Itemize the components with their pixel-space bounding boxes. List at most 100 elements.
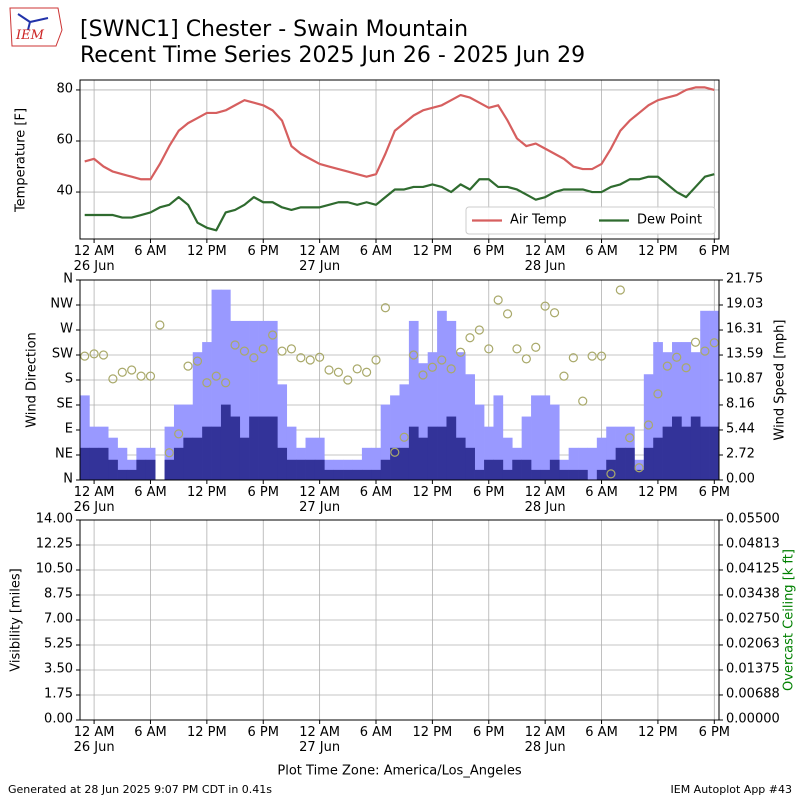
point (98, 350, 109, 360)
y2-tick-label: 0.03438 (726, 586, 780, 602)
bar (578, 469, 588, 480)
y-tick-label: SE (56, 396, 73, 412)
y2-tick-label: 0.00000 (726, 711, 780, 727)
point (606, 469, 616, 479)
legend-label: Dew Point (637, 212, 703, 228)
point (268, 330, 278, 340)
bar (230, 416, 241, 480)
y2-tick-label: 16.31 (726, 321, 764, 337)
bar (371, 447, 382, 480)
x-tick-label: 12 PM (186, 725, 227, 740)
x-tick-label: 6 AM (134, 725, 167, 740)
bar (286, 459, 297, 480)
bar (314, 437, 325, 480)
point (625, 433, 635, 443)
bar (512, 459, 522, 480)
x-tick-label: 12 PM (412, 485, 453, 500)
point (653, 389, 663, 399)
point (446, 364, 456, 374)
y-tick-label: NW (50, 296, 73, 312)
bar (474, 469, 485, 480)
x-tick-label: 6 PM (698, 485, 731, 500)
bar (521, 416, 532, 480)
bar (700, 426, 710, 480)
x-tick-label: 6 AM (134, 485, 167, 500)
line (84, 86, 715, 181)
bar (390, 447, 400, 480)
x-axis-label: Plot Time Zone: America/Los_Angeles (277, 763, 522, 779)
bar (126, 469, 137, 480)
x-tick-label: 6 AM (359, 244, 393, 259)
point (164, 448, 174, 458)
bar (681, 426, 692, 480)
bar (606, 426, 616, 480)
bar (709, 426, 720, 480)
y2-tick-label: 0.02063 (726, 636, 780, 652)
x-tick-label: 12 AM 27 Jun (299, 485, 341, 515)
point (174, 429, 184, 439)
point (80, 351, 90, 361)
bar (634, 469, 645, 480)
bar (493, 459, 504, 480)
bar (465, 374, 475, 480)
bar (672, 416, 682, 480)
point (474, 325, 484, 335)
x-tick-label: 6 AM (585, 485, 618, 500)
point (437, 355, 447, 365)
x-tick-label: 12 AM 27 Jun (299, 244, 341, 274)
bar (418, 437, 428, 480)
logo-icon (9, 7, 63, 47)
bar (164, 426, 175, 480)
x-tick-label: 6 PM (698, 244, 731, 259)
bar (455, 352, 466, 480)
point (211, 371, 221, 381)
y-tick-label: 40 (56, 183, 73, 199)
y2-tick-label: 0.01375 (726, 661, 780, 677)
bar (474, 404, 485, 480)
y-tick-label: W (60, 321, 73, 337)
point (202, 378, 212, 388)
y-tick-label: E (64, 421, 73, 437)
bar (502, 437, 513, 480)
bar (446, 320, 457, 480)
bar (521, 459, 532, 480)
bar (681, 342, 692, 480)
point (568, 353, 578, 363)
bar (164, 459, 175, 480)
bar (615, 447, 626, 480)
bar (343, 469, 353, 480)
bar (258, 416, 269, 480)
bar (230, 320, 241, 480)
bar (455, 437, 466, 480)
bar (399, 447, 410, 480)
point (643, 420, 654, 430)
bar (239, 437, 250, 480)
y2-tick-label: 0.04125 (726, 561, 780, 577)
y-tick-label: 60 (56, 132, 73, 148)
bar (653, 437, 663, 480)
bar (183, 437, 194, 480)
bar (361, 469, 372, 480)
point (296, 353, 306, 363)
point (230, 340, 240, 350)
y2-axis-label: Overcast Ceiling [k ft] (781, 549, 797, 691)
point (136, 371, 146, 381)
point (89, 349, 99, 359)
bar (277, 384, 288, 480)
x-tick-label: 12 PM (186, 244, 227, 259)
bar (220, 289, 231, 480)
point (484, 344, 494, 354)
bar (380, 459, 391, 480)
point (333, 367, 344, 377)
point (531, 342, 541, 352)
point (352, 364, 362, 374)
point (578, 396, 588, 406)
bar (286, 426, 297, 480)
bar (202, 426, 212, 480)
x-tick-label: 6 AM (585, 725, 618, 740)
bar (568, 469, 579, 480)
x-tick-label: 6 PM (247, 485, 279, 500)
bar (305, 437, 316, 480)
bar (596, 469, 607, 480)
x-tick-label: 12 AM 28 Jun (524, 244, 566, 274)
